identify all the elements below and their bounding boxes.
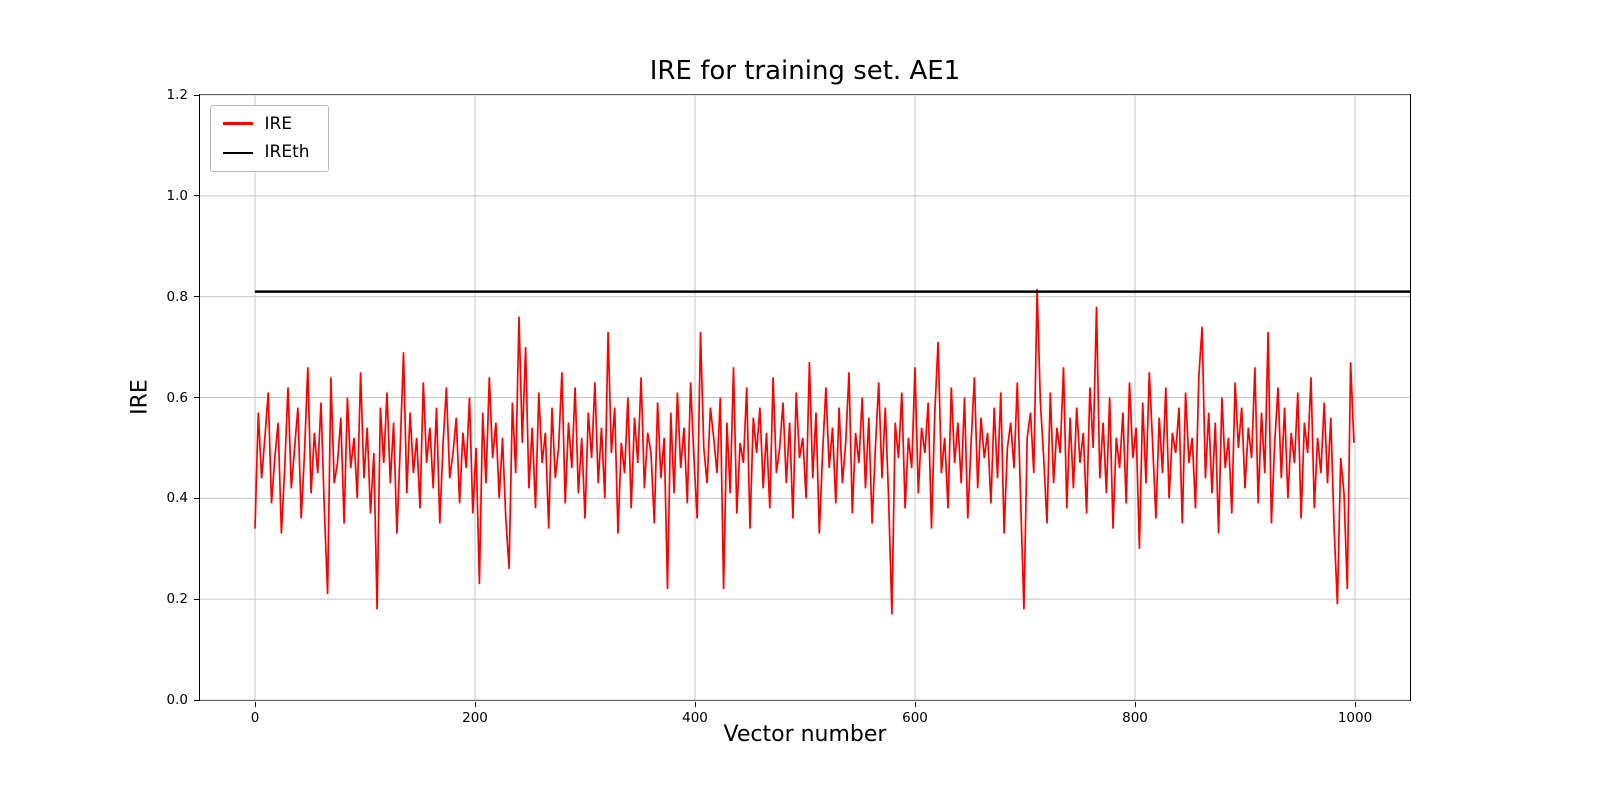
y-tick-label: 1.0 — [166, 187, 188, 204]
x-tick-mark — [254, 701, 256, 707]
legend-entry-ireth: IREth — [222, 142, 310, 163]
legend-label-ireth: IREth — [264, 142, 310, 163]
x-tick-label: 400 — [682, 710, 708, 726]
legend-entry-ire: IRE — [222, 113, 310, 134]
y-tick-label: 0.8 — [166, 288, 188, 305]
x-tick-label: 200 — [462, 710, 488, 726]
legend-line-swatch-ire — [222, 122, 253, 126]
legend-line-swatch-ireth — [222, 151, 253, 154]
plot-area: IRE IREth — [198, 93, 1411, 701]
x-tick-mark — [1134, 701, 1136, 707]
plot-canvas — [199, 94, 1410, 700]
y-tick-label: 0.0 — [166, 692, 188, 708]
x-tick-mark — [694, 701, 696, 707]
y-tick-mark — [193, 195, 199, 197]
y-tick-mark — [193, 397, 199, 398]
y-tick-mark — [193, 94, 199, 96]
y-tick-mark — [193, 296, 199, 298]
chart-title: IRE for training set. AE1 — [649, 56, 961, 86]
x-tick-label: 0 — [250, 710, 260, 726]
x-tick-mark — [474, 701, 476, 707]
legend: IRE IREth — [209, 104, 329, 172]
y-tick-mark — [193, 598, 199, 600]
x-tick-mark — [914, 701, 916, 707]
y-tick-label: 0.4 — [166, 490, 188, 507]
x-tick-mark — [1354, 701, 1356, 707]
x-tick-label: 1000 — [1337, 710, 1373, 726]
y-tick-label: 0.6 — [166, 389, 188, 406]
y-tick-label: 0.2 — [166, 591, 188, 608]
x-tick-label: 800 — [1122, 710, 1148, 726]
x-tick-label: 600 — [902, 710, 928, 726]
x-axis-label: Vector number — [723, 722, 887, 747]
ire-series-line — [253, 288, 1355, 614]
legend-label-ire: IRE — [264, 113, 293, 134]
y-tick-mark — [193, 497, 199, 499]
y-tick-label: 1.2 — [166, 87, 188, 103]
y-tick-mark — [193, 699, 199, 701]
